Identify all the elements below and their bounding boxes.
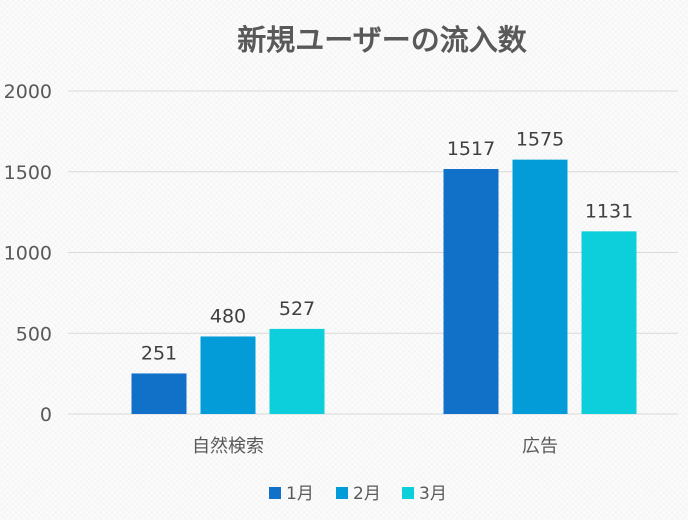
bar-1-2 bbox=[200, 336, 256, 414]
data-label: 1575 bbox=[516, 129, 564, 151]
legend-label: 1月 bbox=[286, 484, 314, 504]
x-category-label: 自然検索 bbox=[192, 436, 264, 457]
data-label: 251 bbox=[141, 342, 177, 364]
legend-swatch-1 bbox=[269, 487, 281, 499]
bars bbox=[131, 159, 637, 414]
y-tick-label: 2000 bbox=[4, 81, 52, 103]
y-tick-label: 1000 bbox=[4, 243, 52, 265]
bar-2-1 bbox=[443, 169, 499, 414]
legend-swatch-2 bbox=[336, 487, 348, 499]
data-label: 1131 bbox=[585, 200, 633, 222]
legend-swatch-3 bbox=[402, 487, 414, 499]
x-axis-categories: 自然検索 広告 bbox=[192, 436, 558, 457]
bar-1-1 bbox=[131, 373, 187, 414]
x-category-label: 広告 bbox=[522, 436, 558, 457]
y-tick-label: 0 bbox=[40, 404, 52, 426]
chart-title: 新規ユーザーの流入数 bbox=[237, 23, 527, 57]
data-label: 527 bbox=[279, 298, 315, 320]
bar-1-3 bbox=[269, 328, 325, 414]
data-label: 480 bbox=[210, 305, 246, 327]
data-labels: 251 480 527 1517 1575 1131 bbox=[141, 129, 633, 365]
y-tick-label: 500 bbox=[16, 323, 52, 345]
y-tick-label: 1500 bbox=[4, 162, 52, 184]
data-label: 1517 bbox=[447, 138, 495, 160]
gridlines bbox=[68, 90, 678, 415]
legend: 1月 2月 3月 bbox=[269, 484, 447, 504]
legend-label: 2月 bbox=[353, 484, 381, 504]
bar-2-2 bbox=[512, 159, 568, 414]
y-axis-ticks: 0 500 1000 1500 2000 bbox=[4, 81, 52, 426]
bar-2-3 bbox=[581, 231, 637, 414]
legend-label: 3月 bbox=[419, 484, 447, 504]
